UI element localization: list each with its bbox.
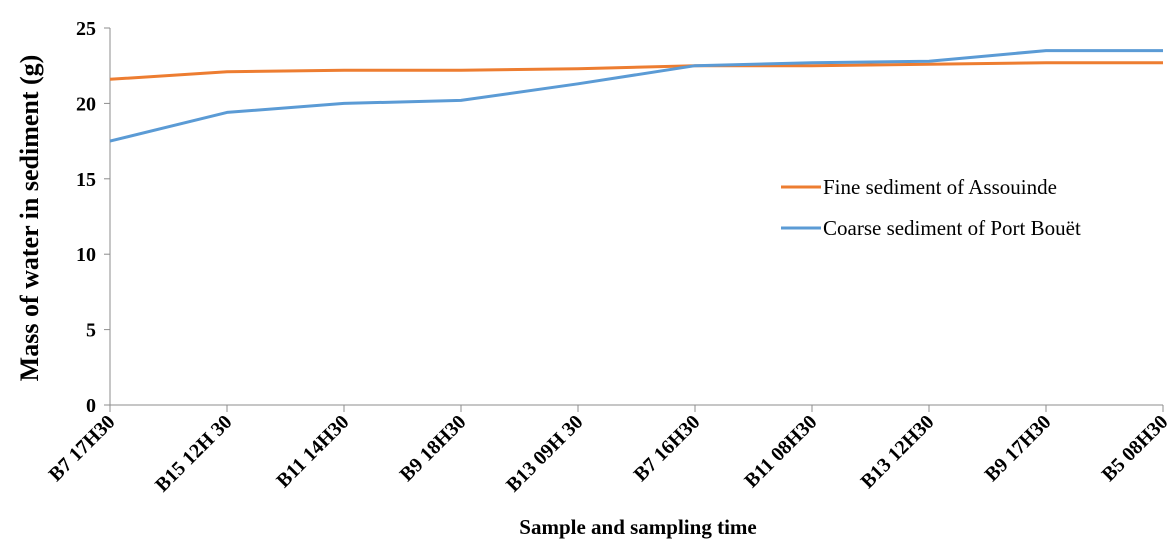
x-tick-label: B9 17H30 [981, 411, 1056, 486]
y-tick-label: 0 [86, 395, 96, 417]
y-tick-label: 15 [76, 169, 96, 191]
x-tick-label: B13 09H 30 [502, 411, 587, 496]
x-tick-label: B5 08H30 [1098, 411, 1170, 486]
legend-label: Coarse sediment of Port Bouët [823, 216, 1081, 240]
x-tick-label: B7 16H30 [630, 411, 705, 486]
y-axis: 0 5 10 15 20 25 [76, 18, 111, 417]
x-axis: B7 17H30 B15 12H 30 B11 14H30 B9 18H30 B13 0… [45, 404, 1170, 496]
x-axis-title: Sample and sampling time [519, 515, 756, 539]
y-tick-label: 5 [86, 320, 96, 342]
series-line-1 [109, 61, 1163, 81]
y-tick-label: 10 [76, 244, 96, 266]
x-tick-label: B13 12H30 [857, 411, 939, 493]
series-line-2 [109, 49, 1163, 143]
y-axis-title: Mass of water in sediment (g) [15, 55, 44, 382]
x-tick-label: B15 12H 30 [151, 411, 236, 496]
legend-label: Fine sediment of Assouinde [823, 175, 1057, 199]
y-tick-label: 20 [76, 93, 96, 115]
y-tick-label: 25 [76, 18, 96, 40]
x-tick-label: B9 18H30 [396, 411, 471, 486]
legend: Fine sediment of Assouinde Coarse sedimen… [781, 175, 1081, 240]
series-lines [109, 49, 1163, 143]
x-tick-label: B7 17H30 [45, 411, 120, 486]
x-tick-label: B11 14H30 [272, 411, 353, 492]
x-tick-label: B11 08H30 [740, 411, 821, 492]
